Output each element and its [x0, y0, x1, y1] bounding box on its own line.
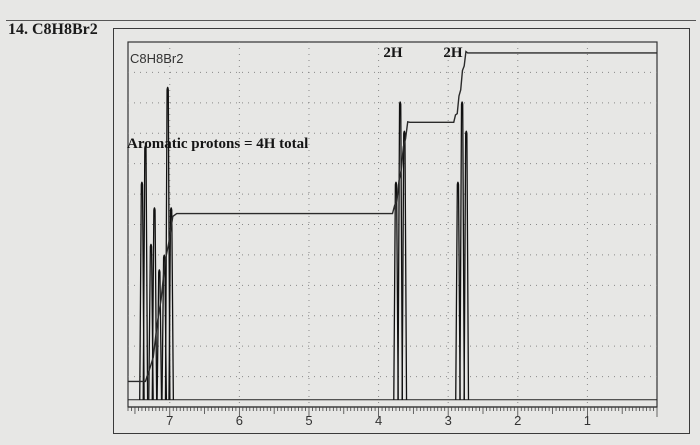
- x-tick-label: 5: [305, 413, 312, 428]
- peaks: [128, 86, 657, 401]
- header-rule: [6, 20, 696, 21]
- peak: [156, 269, 163, 400]
- annotations: Aromatic protons = 4H total 2H 2H: [127, 45, 463, 152]
- peak: [393, 181, 399, 400]
- peak: [459, 101, 465, 400]
- x-tick-label: 3: [445, 413, 452, 428]
- annotation-integral: 2H: [443, 45, 463, 61]
- x-tick-label: 2: [514, 413, 521, 428]
- annotation-aromatic: Aromatic protons = 4H total: [127, 136, 308, 152]
- peak: [455, 181, 461, 400]
- spectrum-frame: [113, 28, 690, 434]
- peak: [142, 145, 149, 400]
- peak: [401, 130, 408, 400]
- spectrum-title: C8H8Br2: [130, 51, 183, 66]
- peak: [151, 207, 158, 400]
- peak: [161, 254, 168, 400]
- x-tick-label: 6: [236, 413, 243, 428]
- peak: [463, 130, 470, 400]
- x-axis: 7 6 5 4 3 2 1: [127, 406, 658, 428]
- integration-curve: [128, 50, 657, 383]
- grid: [127, 41, 658, 408]
- peak: [168, 207, 175, 400]
- problem-title: 14. C8H8Br2: [8, 21, 98, 38]
- peak: [164, 86, 171, 400]
- peak: [148, 243, 154, 400]
- x-tick-label: 1: [584, 413, 591, 428]
- x-tick-label: 7: [166, 413, 173, 428]
- peak: [139, 181, 145, 400]
- peak: [397, 101, 404, 400]
- annotation-integral: 2H: [383, 45, 403, 61]
- x-tick-label: 4: [375, 413, 382, 428]
